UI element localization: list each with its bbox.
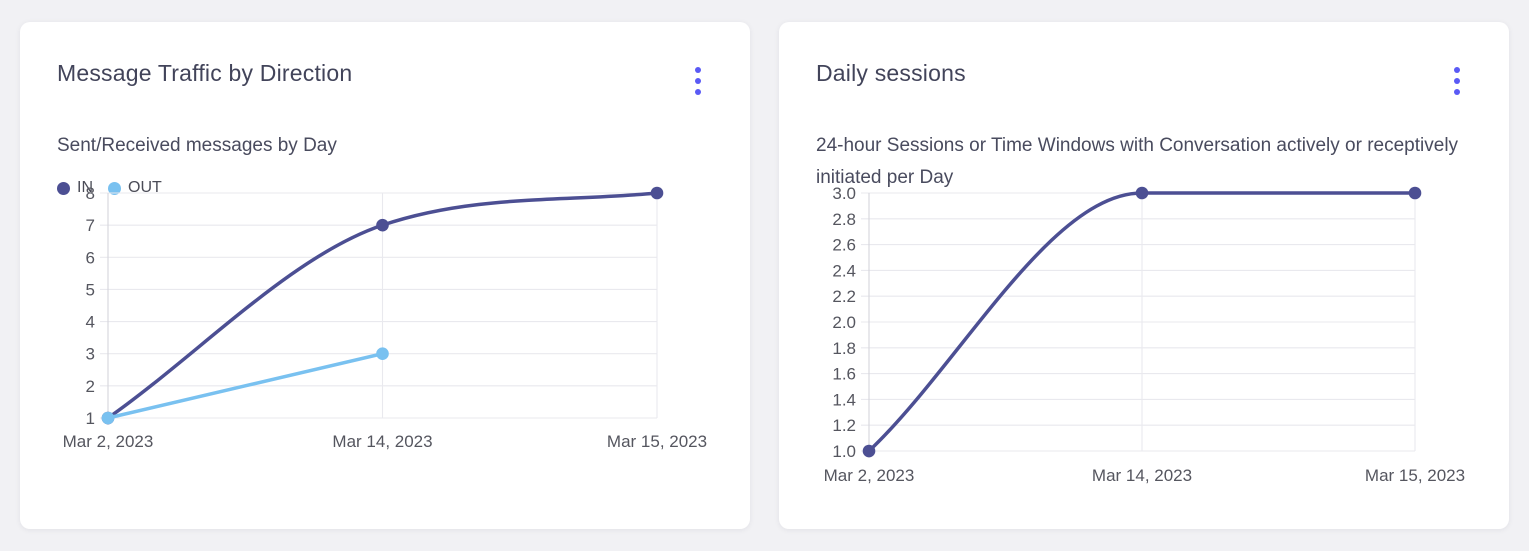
chart-legend: IN OUT (57, 179, 750, 197)
series-IN (101, 186, 664, 425)
chart-grid (861, 192, 1416, 452)
kebab-menu-icon (1454, 67, 1460, 73)
kebab-menu-icon (695, 67, 701, 73)
card-menu-button[interactable] (1449, 63, 1465, 99)
y-tick-label: 1 (86, 409, 95, 428)
x-tick-label: Mar 2, 2023 (824, 466, 915, 485)
y-tick-label: 2.4 (832, 261, 856, 280)
y-tick-label: 2.0 (832, 313, 856, 332)
chart-subtitle: 24-hour Sessions or Time Windows with Co… (816, 135, 1459, 188)
chart-subtitle: Sent/Received messages by Day (57, 135, 337, 156)
y-tick-label: 1.6 (832, 365, 856, 384)
data-point (376, 347, 389, 361)
legend-label-in: IN (77, 179, 93, 196)
x-tick-label: Mar 15, 2023 (1365, 466, 1465, 485)
y-tick-label: 6 (86, 248, 95, 267)
kebab-menu-icon (1454, 89, 1460, 95)
legend-dot-in-icon (57, 181, 70, 195)
y-tick-label: 1.0 (832, 442, 856, 461)
card-message-traffic: Message Traffic by Direction Sent/Receiv… (20, 22, 750, 529)
card-header: Message Traffic by Direction (20, 22, 750, 99)
y-tick-label: 2 (86, 377, 95, 396)
data-point (101, 411, 115, 425)
y-tick-label: 5 (86, 280, 95, 299)
legend-item-in[interactable]: IN (57, 179, 93, 197)
x-tick-label: Mar 15, 2023 (607, 432, 707, 451)
data-point (376, 218, 389, 232)
series-Daily sessions (862, 186, 1422, 458)
y-tick-label: 3 (86, 345, 95, 364)
kebab-menu-icon (1454, 78, 1460, 84)
legend-item-out[interactable]: OUT (108, 179, 162, 197)
chart-grid (100, 192, 658, 419)
y-tick-label: 4 (86, 313, 95, 332)
y-tick-label: 1.4 (832, 390, 856, 409)
y-tick-label: 1.8 (832, 339, 856, 358)
data-point (101, 411, 115, 425)
data-point (862, 444, 876, 458)
y-tick-label: 1.2 (832, 416, 856, 435)
x-tick-label: Mar 2, 2023 (63, 432, 154, 451)
x-tick-label: Mar 14, 2023 (332, 432, 432, 451)
legend-label-out: OUT (128, 179, 162, 196)
card-daily-sessions: Daily sessions 24-hour Sessions or Time … (779, 22, 1509, 529)
card-title: Daily sessions (816, 60, 966, 86)
card-header: Daily sessions (779, 22, 1509, 99)
y-tick-label: 2.6 (832, 236, 856, 255)
kebab-menu-icon (695, 89, 701, 95)
kebab-menu-icon (695, 78, 701, 84)
legend-dot-out-icon (108, 181, 121, 195)
x-tick-label: Mar 14, 2023 (1092, 466, 1192, 485)
y-tick-label: 7 (86, 216, 95, 235)
y-tick-label: 2.2 (832, 287, 856, 306)
card-menu-button[interactable] (690, 63, 706, 99)
y-tick-label: 2.8 (832, 210, 856, 229)
card-title: Message Traffic by Direction (57, 60, 353, 86)
series-OUT (101, 347, 389, 425)
